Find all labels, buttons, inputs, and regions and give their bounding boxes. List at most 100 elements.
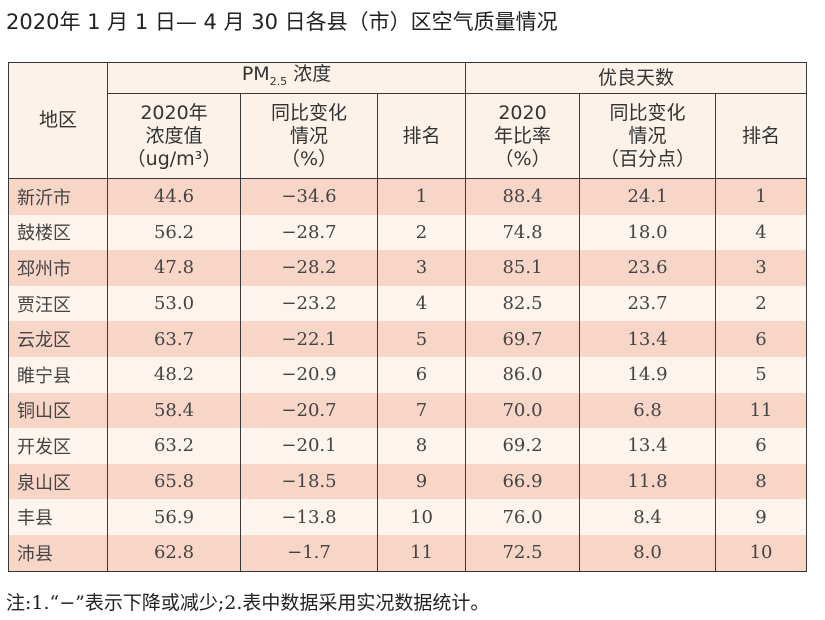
value-cell: 1 xyxy=(715,178,808,215)
value-cell: 74.8 xyxy=(465,214,581,251)
value-cell: 23.7 xyxy=(579,285,717,322)
header-pm25: PM2.5 浓度 xyxy=(106,62,467,94)
table-row: 沛县 62.8 −1.7 11 72.5 8.0 10 xyxy=(8,534,808,572)
table-row: 云龙区 63.7 −22.1 5 69.7 13.4 6 xyxy=(8,321,808,357)
value-cell: 88.4 xyxy=(465,178,581,215)
value-cell: 48.2 xyxy=(107,356,241,393)
value-cell: 13.4 xyxy=(579,428,717,464)
region-cell: 鼓楼区 xyxy=(8,214,108,251)
value-cell: −22.1 xyxy=(240,321,378,357)
table-row: 铜山区 58.4 −20.7 7 70.0 6.8 11 xyxy=(8,392,808,429)
header-region: 地区 xyxy=(8,62,108,179)
value-cell: 63.2 xyxy=(107,428,241,464)
region-cell: 铜山区 xyxy=(8,392,108,429)
region-cell: 开发区 xyxy=(8,428,108,464)
value-cell: −18.5 xyxy=(240,463,378,500)
value-cell: 76.0 xyxy=(465,499,581,535)
subheader-4: 同比变化 情况 （百分点） xyxy=(579,93,717,179)
table-row: 贾汪区 53.0 −23.2 4 82.5 23.7 2 xyxy=(8,285,808,322)
table-row: 鼓楼区 56.2 −28.7 2 74.8 18.0 4 xyxy=(8,214,808,251)
value-cell: −20.9 xyxy=(240,356,378,393)
value-cell: 56.2 xyxy=(107,214,241,251)
value-cell: 4 xyxy=(376,285,467,322)
value-cell: 8.0 xyxy=(579,534,717,572)
value-cell: 14.9 xyxy=(579,356,717,393)
value-cell: 10 xyxy=(376,499,467,535)
subheader-5: 排名 xyxy=(715,93,808,179)
value-cell: 82.5 xyxy=(465,285,581,322)
region-cell: 丰县 xyxy=(8,499,108,535)
value-cell: 9 xyxy=(376,463,467,500)
region-cell: 邳州市 xyxy=(8,250,108,286)
subheader-2: 排名 xyxy=(376,93,467,179)
table-row: 泉山区 65.8 −18.5 9 66.9 11.8 8 xyxy=(8,463,808,500)
table-row: 邳州市 47.8 −28.2 3 85.1 23.6 3 xyxy=(8,250,808,286)
value-cell: 1 xyxy=(376,178,467,215)
value-cell: 44.6 xyxy=(107,178,241,215)
value-cell: 6.8 xyxy=(579,392,717,429)
value-cell: 23.6 xyxy=(579,250,717,286)
value-cell: 62.8 xyxy=(107,534,241,572)
value-cell: −34.6 xyxy=(240,178,378,215)
value-cell: 63.7 xyxy=(107,321,241,357)
table-row: 新沂市 44.6 −34.6 1 88.4 24.1 1 xyxy=(8,178,808,215)
air-quality-table: 地区 PM2.5 浓度 优良天数 2020年 浓度值 （ug/m³） 同比变化 情… xyxy=(8,62,808,572)
value-cell: 11.8 xyxy=(579,463,717,500)
value-cell: −20.1 xyxy=(240,428,378,464)
table-row: 丰县 56.9 −13.8 10 76.0 8.4 9 xyxy=(8,499,808,535)
value-cell: 86.0 xyxy=(465,356,581,393)
value-cell: −28.7 xyxy=(240,214,378,251)
value-cell: 9 xyxy=(715,499,808,535)
footnote: 注:1.“−”表示下降或减少;2.表中数据采用实况数据统计。 xyxy=(6,592,490,614)
value-cell: 13.4 xyxy=(579,321,717,357)
value-cell: 3 xyxy=(376,250,467,286)
value-cell: 6 xyxy=(376,356,467,393)
value-cell: 85.1 xyxy=(465,250,581,286)
header-good-days: 优良天数 xyxy=(465,62,808,94)
value-cell: 58.4 xyxy=(107,392,241,429)
region-cell: 贾汪区 xyxy=(8,285,108,322)
value-cell: 69.7 xyxy=(465,321,581,357)
value-cell: −28.2 xyxy=(240,250,378,286)
table-row: 睢宁县 48.2 −20.9 6 86.0 14.9 5 xyxy=(8,356,808,393)
value-cell: 11 xyxy=(376,534,467,572)
value-cell: 2 xyxy=(376,214,467,251)
region-cell: 云龙区 xyxy=(8,321,108,357)
value-cell: 24.1 xyxy=(579,178,717,215)
region-cell: 泉山区 xyxy=(8,463,108,500)
value-cell: 11 xyxy=(715,392,808,429)
value-cell: 72.5 xyxy=(465,534,581,572)
value-cell: 5 xyxy=(376,321,467,357)
value-cell: 7 xyxy=(376,392,467,429)
value-cell: 4 xyxy=(715,214,808,251)
value-cell: 6 xyxy=(715,428,808,464)
table-row: 开发区 63.2 −20.1 8 69.2 13.4 6 xyxy=(8,428,808,464)
value-cell: 69.2 xyxy=(465,428,581,464)
value-cell: −20.7 xyxy=(240,392,378,429)
value-cell: −23.2 xyxy=(240,285,378,322)
region-cell: 新沂市 xyxy=(8,178,108,215)
subheader-1: 同比变化 情况 （%） xyxy=(240,93,378,179)
value-cell: 66.9 xyxy=(465,463,581,500)
value-cell: 6 xyxy=(715,321,808,357)
value-cell: −13.8 xyxy=(240,499,378,535)
region-cell: 沛县 xyxy=(8,534,108,572)
value-cell: 70.0 xyxy=(465,392,581,429)
value-cell: 5 xyxy=(715,356,808,393)
subheader-0: 2020年 浓度值 （ug/m³） xyxy=(107,93,241,179)
value-cell: 2 xyxy=(715,285,808,322)
value-cell: 47.8 xyxy=(107,250,241,286)
subheader-3: 2020 年比率 （%） xyxy=(465,93,581,179)
value-cell: 53.0 xyxy=(107,285,241,322)
page-title: 2020年 1 月 1 日— 4 月 30 日各县（市）区空气质量情况 xyxy=(6,10,558,34)
value-cell: 18.0 xyxy=(579,214,717,251)
value-cell: 8 xyxy=(715,463,808,500)
value-cell: −1.7 xyxy=(240,534,378,572)
value-cell: 65.8 xyxy=(107,463,241,500)
value-cell: 10 xyxy=(715,534,808,572)
value-cell: 8.4 xyxy=(579,499,717,535)
value-cell: 56.9 xyxy=(107,499,241,535)
value-cell: 8 xyxy=(376,428,467,464)
value-cell: 3 xyxy=(715,250,808,286)
region-cell: 睢宁县 xyxy=(8,356,108,393)
